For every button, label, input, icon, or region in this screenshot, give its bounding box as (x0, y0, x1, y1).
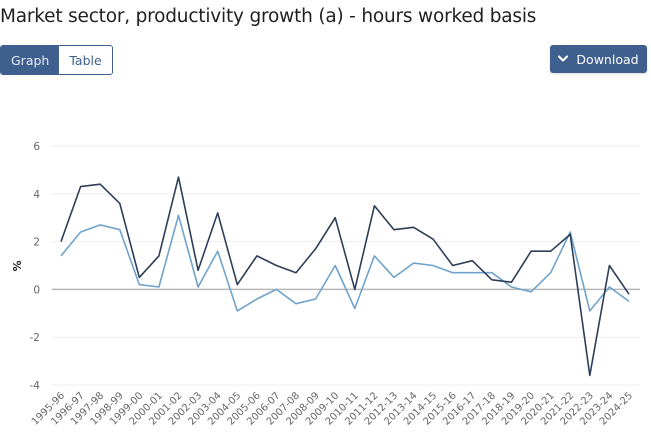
y-tick-label: -2 (30, 332, 40, 344)
chart-gridlines (52, 145, 640, 386)
y-axis-ticks: 6 4 2 0 -2 -4 (30, 141, 41, 392)
y-axis-label: % (11, 260, 24, 271)
chart-series (60, 176, 630, 377)
download-button[interactable]: Download (550, 45, 647, 73)
series-light-line (60, 214, 630, 312)
y-tick-label: 0 (33, 284, 40, 296)
download-label: Download (576, 51, 639, 67)
chevron-down-icon (558, 55, 569, 62)
view-toggle: Graph Table (0, 45, 113, 75)
y-tick-label: 6 (33, 141, 40, 153)
series-dark-line (60, 176, 630, 377)
y-tick-label: -4 (30, 380, 41, 392)
x-axis-ticks: 1995-961996-971997-981998-991999-002000-… (30, 390, 635, 427)
page-title: Market sector, productivity growth (a) -… (0, 6, 537, 27)
table-tab[interactable]: Table (59, 46, 112, 74)
y-tick-label: 4 (33, 189, 40, 201)
y-tick-label: 2 (33, 237, 40, 249)
graph-tab[interactable]: Graph (1, 46, 60, 74)
